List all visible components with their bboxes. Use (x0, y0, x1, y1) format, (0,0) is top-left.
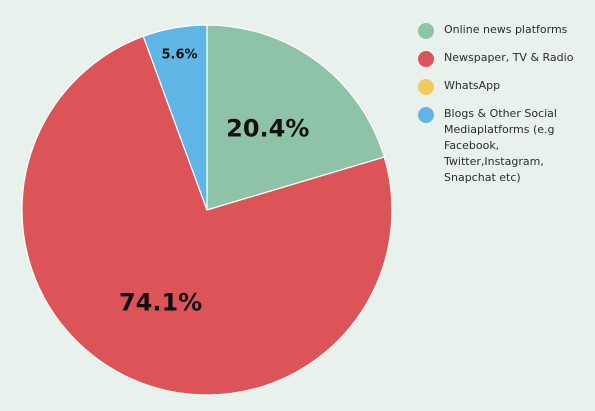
pie-slice-4 (142, 24, 208, 211)
legend-label-1: Online news platforms (444, 23, 568, 36)
legend-item-2: Newspaper, TV & Radio (418, 50, 590, 67)
chart-legend: Online news platforms Newspaper, TV & Rad… (418, 22, 590, 197)
pie-slice-2 (21, 35, 393, 396)
pie-slice-label-2: 74.1% (119, 289, 202, 317)
legend-marker-2 (418, 51, 434, 67)
pie-slice-label-1: 20.4% (226, 114, 309, 142)
pie-slices (21, 24, 393, 396)
legend-marker-4 (418, 107, 434, 123)
legend-marker-3 (418, 79, 434, 95)
legend-label-4: Blogs & Other Social Mediaplatforms (e.g… (444, 107, 557, 184)
legend-item-3: WhatsApp (418, 78, 590, 95)
pie-slice-1 (206, 24, 386, 211)
pie-slice-label-4: 5.6% (161, 48, 197, 63)
legend-label-2: Newspaper, TV & Radio (444, 51, 574, 64)
legend-marker-1 (418, 23, 434, 39)
legend-item-1: Online news platforms (418, 22, 590, 39)
pie-slice-labels: 20.4% 74.1% 5.6% (119, 48, 309, 317)
legend-label-3: WhatsApp (444, 79, 501, 92)
legend-item-4: Blogs & Other Social Mediaplatforms (e.g… (418, 106, 590, 186)
